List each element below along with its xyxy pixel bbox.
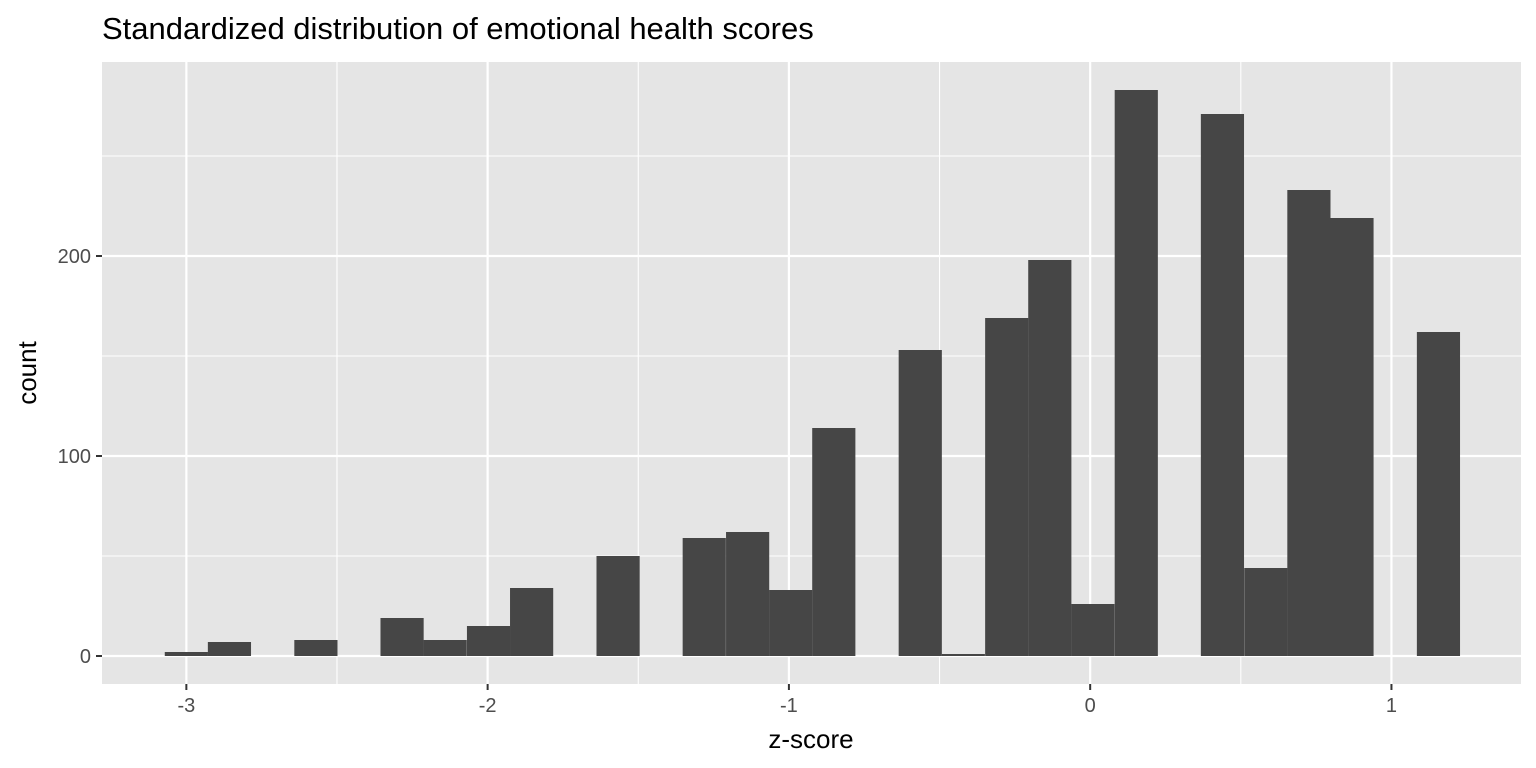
histogram-bar xyxy=(1028,260,1072,656)
histogram-bar xyxy=(812,428,856,656)
major-gridlines xyxy=(102,62,1521,684)
y-tick-label: 100 xyxy=(58,446,91,468)
histogram-bar xyxy=(941,654,985,656)
histogram-bar xyxy=(380,618,424,656)
histogram-bars xyxy=(164,90,1461,656)
histogram-bar xyxy=(726,532,770,656)
y-axis: 0 100 200 xyxy=(58,246,102,668)
x-axis-title: z-score xyxy=(768,724,853,754)
y-tick-label: 200 xyxy=(58,246,91,268)
chart-title: Standardized distribution of emotional h… xyxy=(102,11,814,46)
histogram-bar xyxy=(423,640,467,656)
y-tick-label: 0 xyxy=(80,646,91,668)
histogram-bar xyxy=(294,640,338,656)
histogram-bar xyxy=(769,590,813,656)
histogram-bar xyxy=(1114,90,1158,656)
histogram-bar xyxy=(596,556,640,656)
x-tick-label: 1 xyxy=(1386,695,1397,717)
y-axis-title: count xyxy=(12,340,42,404)
histogram-bar xyxy=(1416,332,1461,656)
histogram-bar xyxy=(1330,218,1374,656)
histogram-bar xyxy=(1287,190,1331,656)
histogram-bar xyxy=(985,318,1029,656)
x-tick-label: -1 xyxy=(780,695,798,717)
x-tick-label: 0 xyxy=(1085,695,1096,717)
histogram-bar xyxy=(898,350,942,656)
x-tick-label: -3 xyxy=(177,695,195,717)
x-tick-label: -2 xyxy=(479,695,497,717)
histogram-bar xyxy=(164,652,208,656)
histogram-bar xyxy=(510,588,554,656)
histogram-bar xyxy=(466,626,511,656)
histogram-bar xyxy=(207,642,252,656)
x-axis: -3 -2 -1 0 1 xyxy=(177,684,1397,717)
histogram-bar xyxy=(682,538,726,656)
histogram-bar xyxy=(1071,604,1115,656)
histogram-bar xyxy=(1200,114,1245,656)
histogram-bar xyxy=(1244,568,1288,656)
